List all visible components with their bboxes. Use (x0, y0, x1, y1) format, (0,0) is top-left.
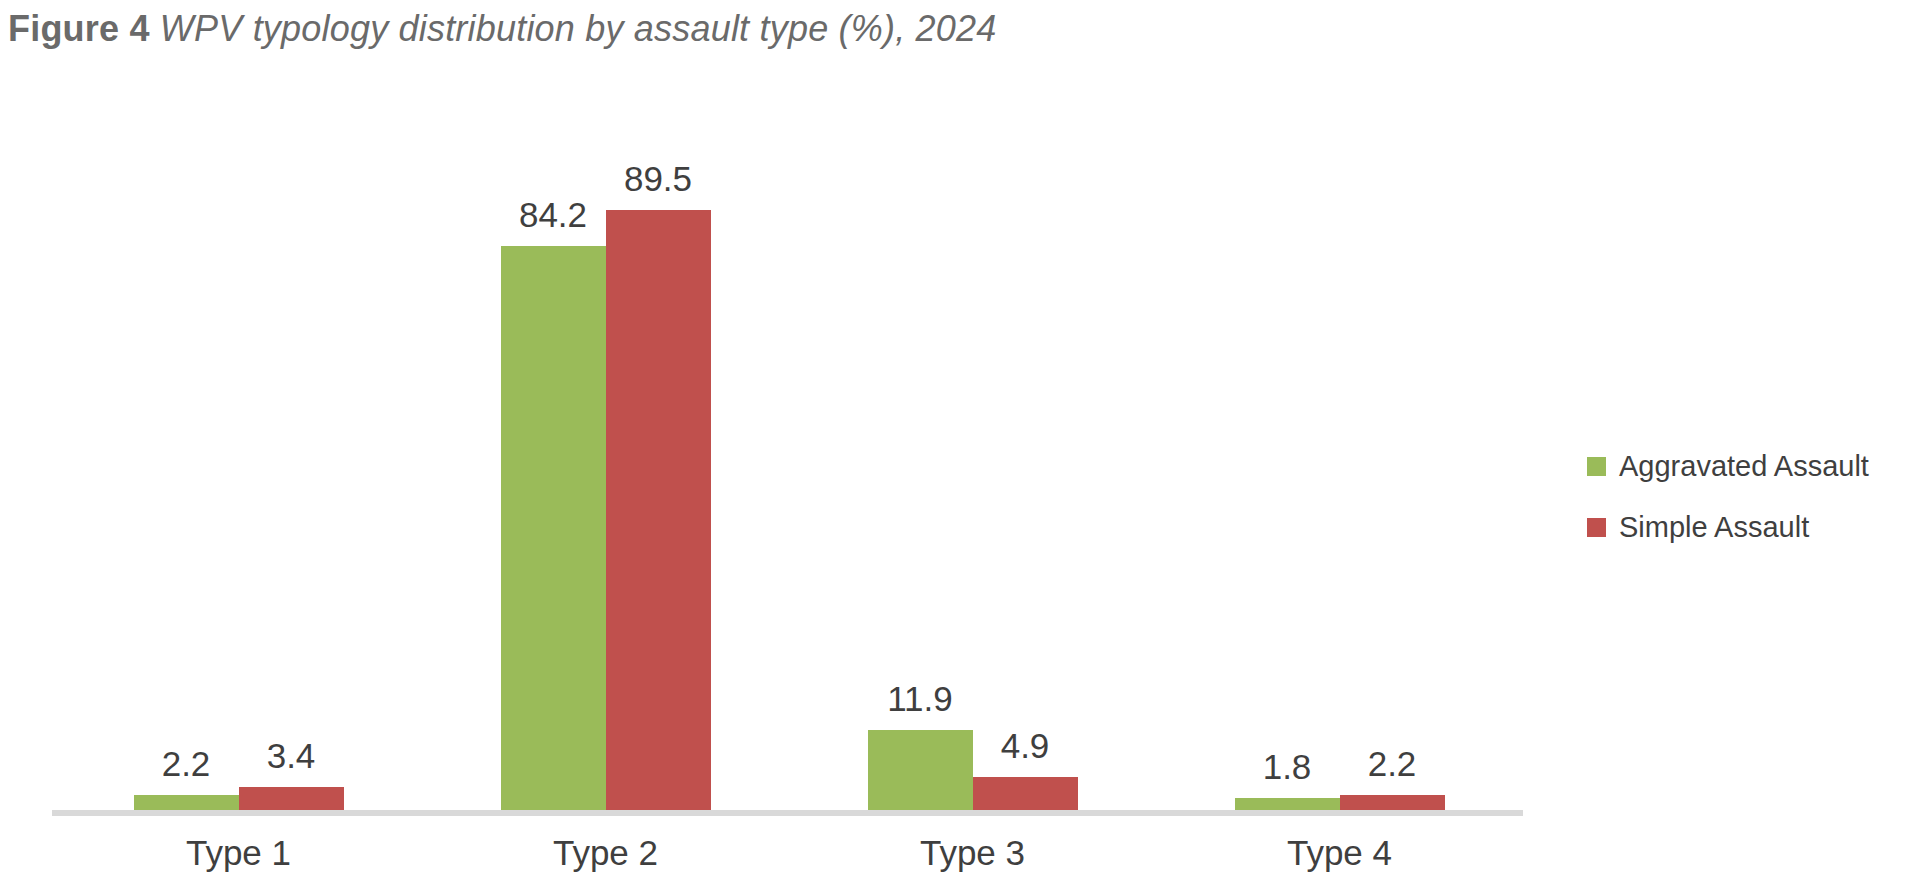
data-label-type-2-aggravated-assault: 84.2 (501, 197, 606, 232)
category-label-type-2: Type 2 (422, 833, 789, 873)
title-spacer (150, 8, 160, 49)
legend-label-aggravated-assault: Aggravated Assault (1619, 450, 1869, 483)
figure-title: Figure 4 WPV typology distribution by as… (8, 8, 996, 50)
legend-swatch-green-icon (1587, 457, 1606, 476)
data-label-type-3-simple-assault: 4.9 (973, 728, 1078, 763)
bar-type-2-simple-assault (606, 210, 711, 810)
data-label-type-2-simple-assault: 89.5 (606, 161, 711, 196)
legend-swatch-red-icon (1587, 518, 1606, 537)
data-label-type-1-simple-assault: 3.4 (239, 738, 344, 773)
x-axis-line (52, 810, 1523, 816)
figure-caption-text: WPV typology distribution by assault typ… (160, 8, 997, 49)
bar-type-1-aggravated-assault (134, 795, 239, 810)
bar-type-4-aggravated-assault (1235, 798, 1340, 810)
x-axis-category-labels: Type 1Type 2Type 3Type 4 (55, 833, 1523, 878)
legend-item-simple-assault: Simple Assault (1587, 497, 1869, 558)
legend-item-aggravated-assault: Aggravated Assault (1587, 436, 1869, 497)
bar-type-4-simple-assault (1340, 795, 1445, 810)
bar-chart-plot-area: 2.23.484.289.511.94.91.82.2 (55, 140, 1523, 810)
legend-label-simple-assault: Simple Assault (1619, 511, 1809, 544)
category-label-type-1: Type 1 (55, 833, 422, 873)
bar-type-3-simple-assault (973, 777, 1078, 810)
figure-number: Figure 4 (8, 8, 150, 49)
data-label-type-4-simple-assault: 2.2 (1340, 746, 1445, 781)
data-label-type-3-aggravated-assault: 11.9 (868, 681, 973, 716)
bar-type-1-simple-assault (239, 787, 344, 810)
category-label-type-4: Type 4 (1156, 833, 1523, 873)
bar-type-2-aggravated-assault (501, 246, 606, 810)
data-label-type-1-aggravated-assault: 2.2 (134, 746, 239, 781)
bar-type-3-aggravated-assault (868, 730, 973, 810)
data-label-type-4-aggravated-assault: 1.8 (1235, 749, 1340, 784)
chart-legend: Aggravated Assault Simple Assault (1587, 436, 1869, 558)
category-label-type-3: Type 3 (789, 833, 1156, 873)
